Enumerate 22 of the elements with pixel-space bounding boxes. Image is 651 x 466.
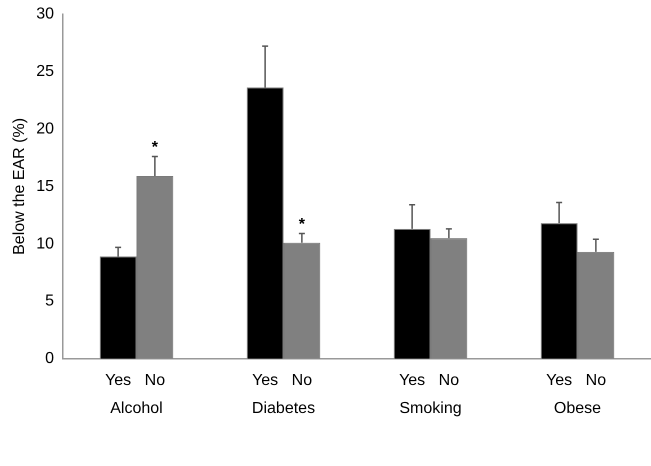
text: Yes	[252, 372, 278, 390]
x-tick-label: Diabetes	[252, 400, 316, 417]
y-tick-label: 15	[36, 178, 54, 195]
text: Yes	[546, 372, 572, 390]
series-label: Yes	[105, 372, 132, 390]
y-tick-label: 25	[36, 62, 54, 80]
x-tick-label: Smoking	[399, 400, 462, 417]
y-tick-label: 10	[36, 235, 54, 252]
annotation: *	[298, 216, 306, 233]
y-tick-label: 30	[36, 5, 54, 22]
text: No	[438, 372, 460, 390]
x-tick-label: Alcohol	[110, 400, 163, 417]
text: Yes	[399, 372, 426, 390]
y-tick-label: 5	[45, 292, 54, 310]
y-tick-label: 0	[45, 350, 54, 368]
series-label: No	[144, 372, 166, 390]
y-axis-title: Below the EAR (%)	[11, 118, 28, 255]
text: No	[586, 372, 606, 390]
x-tick-label: Obese	[554, 400, 602, 417]
y-tick-label: 20	[36, 120, 54, 138]
text: No	[292, 372, 312, 390]
annotation: *	[152, 138, 159, 156]
